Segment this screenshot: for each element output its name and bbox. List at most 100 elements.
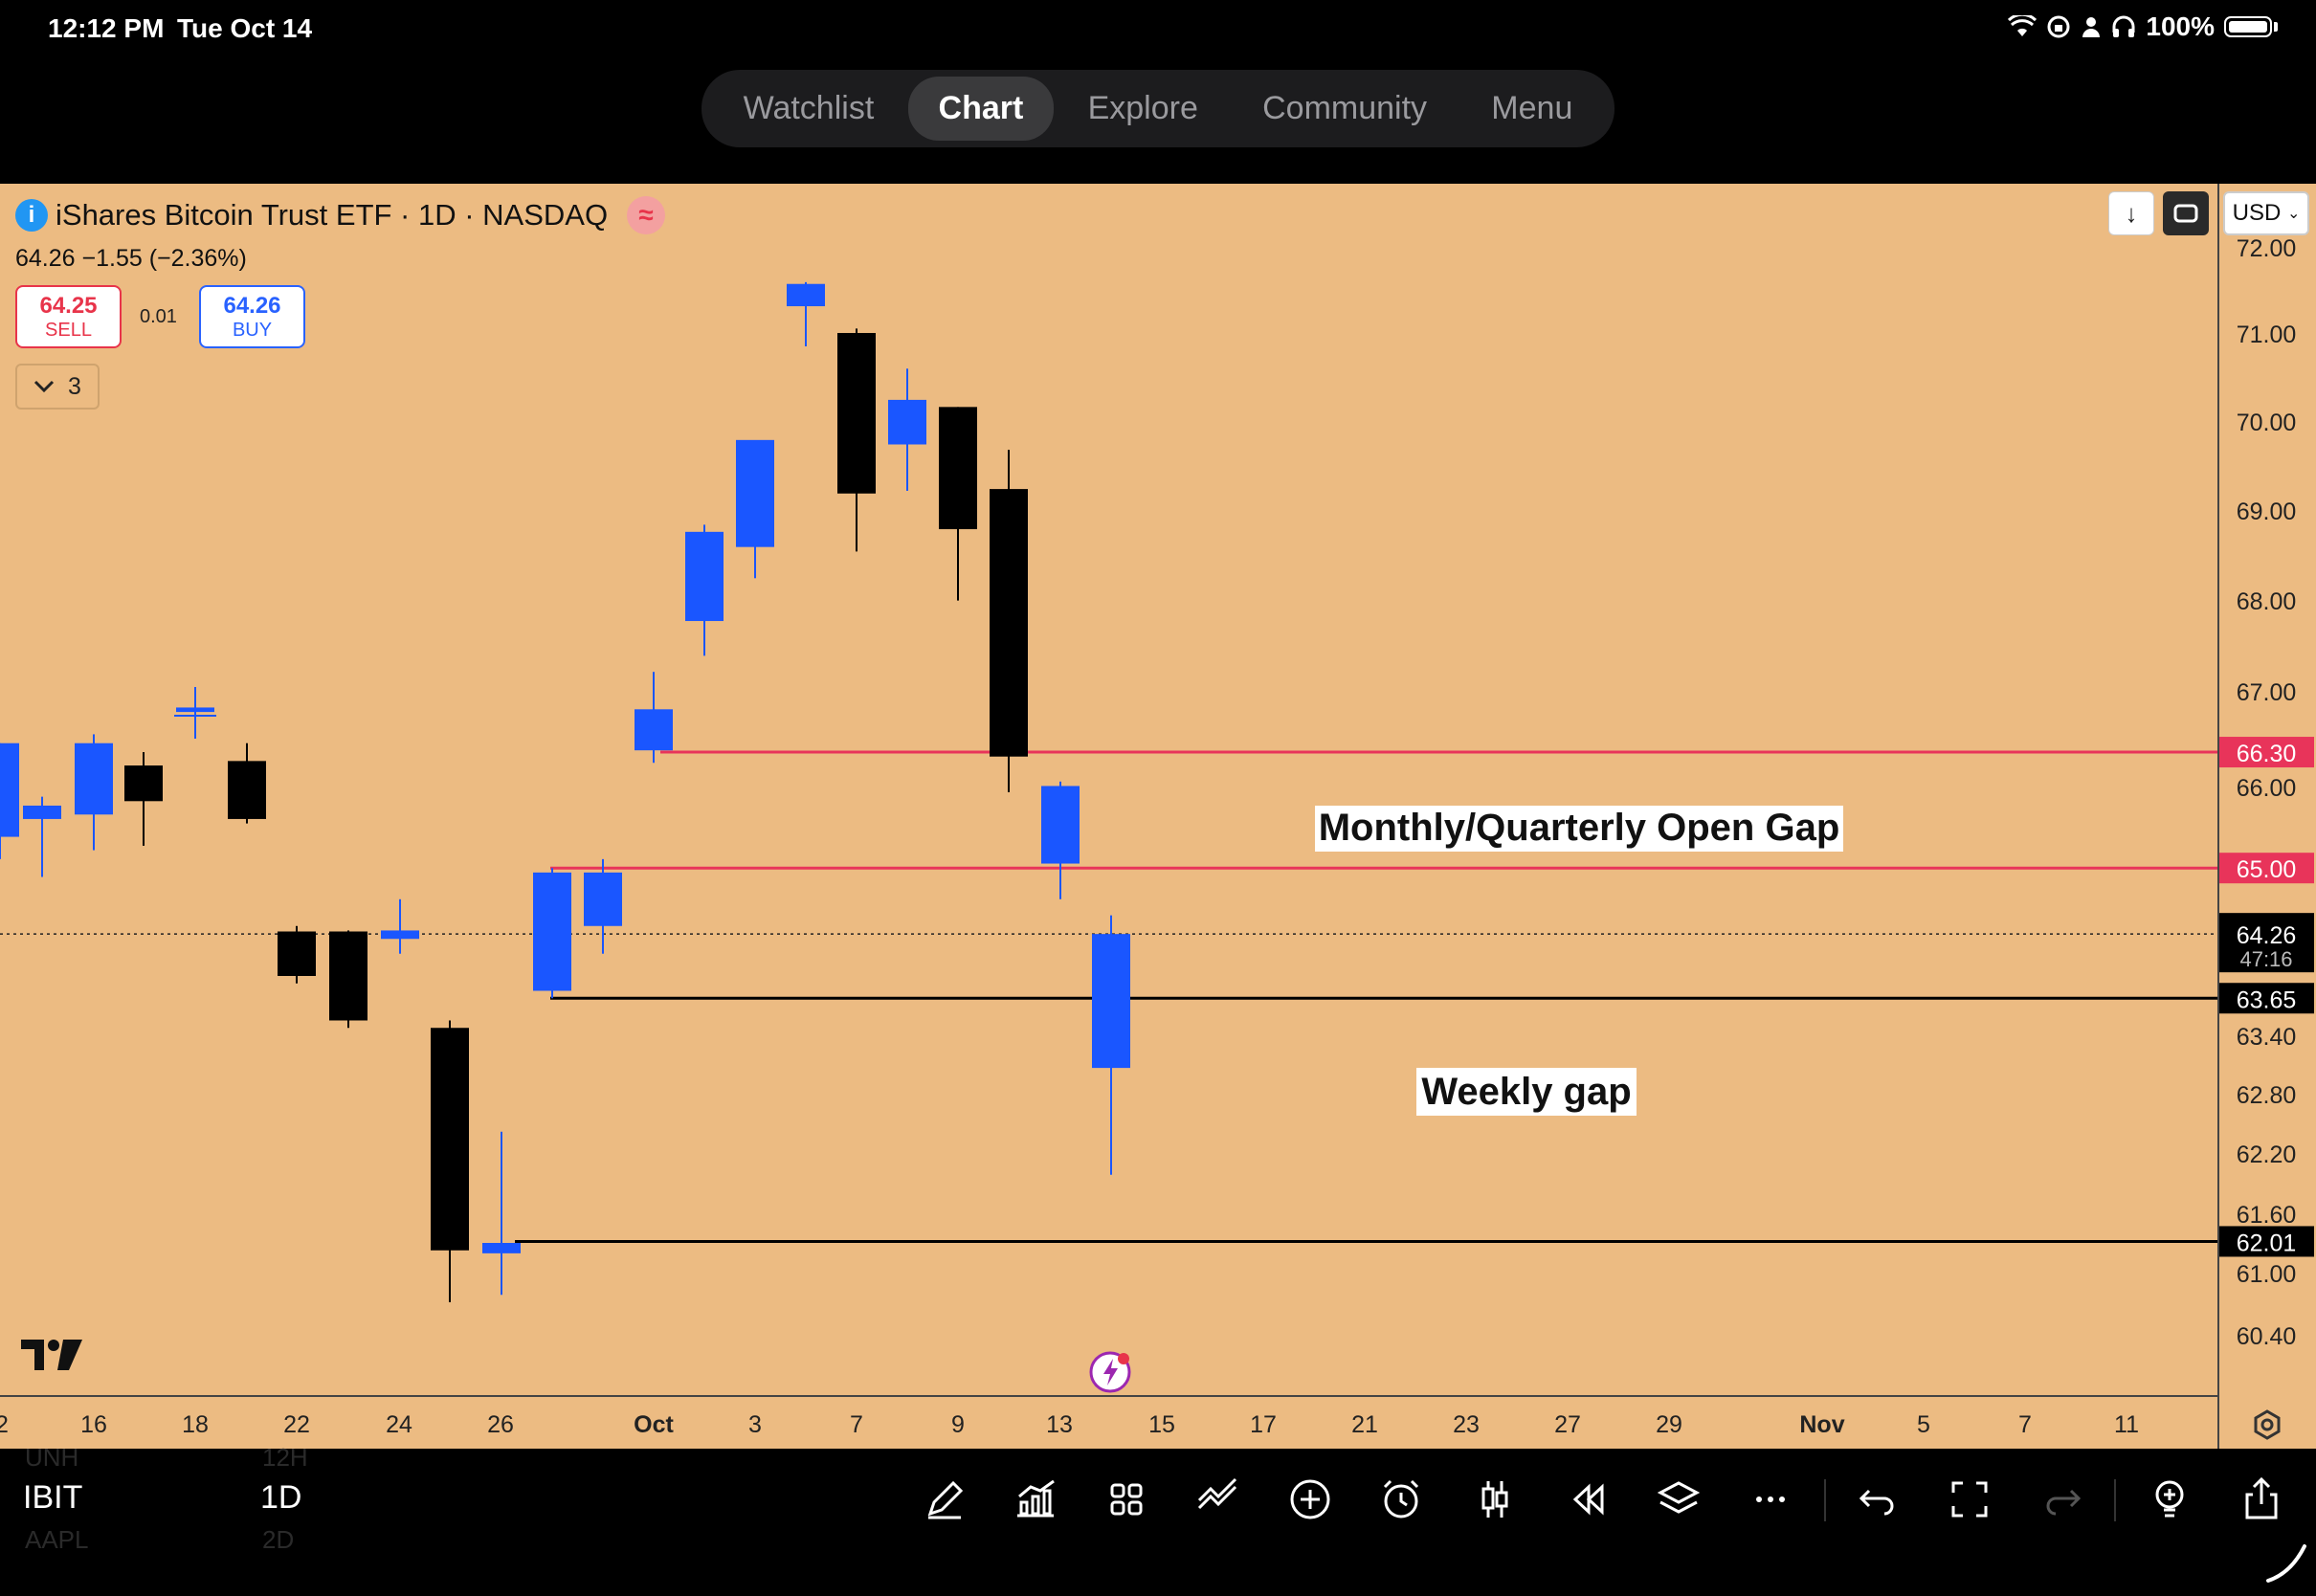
layout-grid-icon[interactable] [1101,1474,1152,1525]
annotation-label: Weekly gap [1421,1071,1631,1113]
time-tick-label: 22 [283,1411,310,1438]
timeframe-prev[interactable]: 12H [262,1443,308,1472]
fullscreen-icon[interactable] [1944,1474,1995,1525]
price-tag-label: 62.01 [2237,1230,2297,1256]
time-tick-label: 29 [1656,1411,1682,1438]
candle-body [75,743,113,815]
candle-body [990,489,1028,757]
price-tick-label: 71.00 [2237,321,2297,348]
layers-icon[interactable] [1653,1474,1704,1525]
top-navigation: Watchlist Chart Explore Community Menu [701,70,1615,147]
redo-icon[interactable] [2037,1474,2088,1525]
candle-body [0,743,19,837]
time-tick-label: 7 [850,1411,863,1438]
price-tag [2219,737,2314,768]
drawing-pen-icon[interactable] [919,1474,970,1525]
currency-select[interactable]: USD ⌄ [2223,191,2309,235]
sell-label: SELL [45,319,92,341]
timeframe-picker[interactable]: 1D [260,1479,302,1516]
sell-button[interactable]: 64.25 SELL [15,285,122,348]
status-time: 12:12 PM [48,13,165,43]
symbol-prev[interactable]: UNH [25,1443,79,1472]
candle-body [176,707,214,713]
alarm-clock-icon[interactable] [1375,1474,1427,1525]
symbol-header[interactable]: i iShares Bitcoin Trust ETF · 1D · NASDA… [15,196,666,234]
time-tick-label: 27 [1554,1411,1581,1438]
candles-icon[interactable] [1469,1474,1521,1525]
candle-body [278,931,316,976]
annotation-box [1315,806,1843,852]
chevron-down-icon [33,380,55,393]
candle-body [635,709,673,751]
time-tick-label: 24 [386,1411,412,1438]
tab-explore[interactable]: Explore [1087,90,1198,126]
more-icon[interactable] [1745,1474,1796,1525]
tab-chart[interactable]: Chart [907,77,1055,141]
price-tag-label: 63.65 [2237,986,2297,1013]
candle-body [736,439,774,547]
strategy-icon[interactable] [1191,1474,1243,1525]
price-tag-label: 65.00 [2237,856,2297,883]
price-tick-label: 61.00 [2237,1261,2297,1288]
symbol-picker[interactable]: IBIT [23,1479,83,1516]
tab-community[interactable]: Community [1262,90,1428,126]
timeframe-next[interactable]: 2D [262,1525,295,1554]
candle-body [837,333,876,494]
candle-body [228,761,266,819]
symbol-next[interactable]: AAPL [25,1525,89,1554]
battery-icon [2224,16,2272,37]
status-icons: 100% [2008,11,2278,42]
annotation-label: Monthly/Quarterly Open Gap [1319,807,1840,849]
idea-bulb-icon[interactable] [2144,1474,2195,1525]
price-tick-label: 63.40 [2237,1024,2297,1051]
annotation-box [1416,1068,1637,1116]
price-tick-label: 66.00 [2237,775,2297,802]
time-tick-label: 13 [1046,1411,1073,1438]
price-tag [2219,983,2314,1014]
last-price: 64.26 [15,245,76,272]
rotation-lock-icon [2047,15,2070,38]
buy-label: BUY [232,319,273,341]
price-tick-label: 62.20 [2237,1142,2297,1168]
lightning-event-icon[interactable] [1087,1347,1135,1395]
time-tick-label: 21 [1351,1411,1378,1438]
add-icon[interactable] [1284,1474,1336,1525]
sell-price: 64.25 [39,292,98,319]
replay-icon[interactable] [1562,1474,1614,1525]
info-icon[interactable]: i [15,199,48,232]
time-tick-label: 11 [2114,1411,2139,1438]
candle-body [329,931,367,1021]
wave-icon[interactable]: ≈ [627,196,666,234]
candle-body [124,765,163,802]
price-tick-label: 69.00 [2237,499,2297,525]
price-tag [2219,853,2314,884]
battery-tip [2274,22,2278,32]
time-tick-label: 26 [487,1411,514,1438]
price-tick-label: 60.40 [2237,1323,2297,1350]
chart-pane[interactable] [0,184,2316,1449]
time-tick-label: Oct [634,1411,674,1438]
candle-body [1041,786,1080,864]
candle-body [584,872,622,926]
buy-button[interactable]: 64.26 BUY [199,285,305,348]
time-axis[interactable] [0,1395,2217,1449]
price-tick-label: 70.00 [2237,410,2297,436]
indicators-toggle[interactable]: 3 [15,364,100,410]
settings-icon[interactable] [2251,1408,2283,1441]
share-icon[interactable] [2236,1474,2287,1525]
indicators-icon[interactable] [1010,1474,1061,1525]
time-tick-label: 16 [80,1411,107,1438]
candle-body [1092,934,1130,1069]
tab-watchlist[interactable]: Watchlist [743,90,875,126]
compare-icon[interactable] [2163,191,2209,235]
time-tick-label: 5 [1917,1411,1930,1438]
candle-body [685,531,724,622]
pencil-stylus-icon[interactable] [2262,1539,2310,1586]
undo-icon[interactable] [1852,1474,1904,1525]
buy-price: 64.26 [223,292,281,319]
time-tick-label: 23 [1453,1411,1480,1438]
download-arrow-icon[interactable]: ↓ [2108,191,2154,235]
candle-body [482,1243,521,1253]
time-tick-label: 2 [0,1411,9,1438]
tab-menu[interactable]: Menu [1491,90,1573,126]
